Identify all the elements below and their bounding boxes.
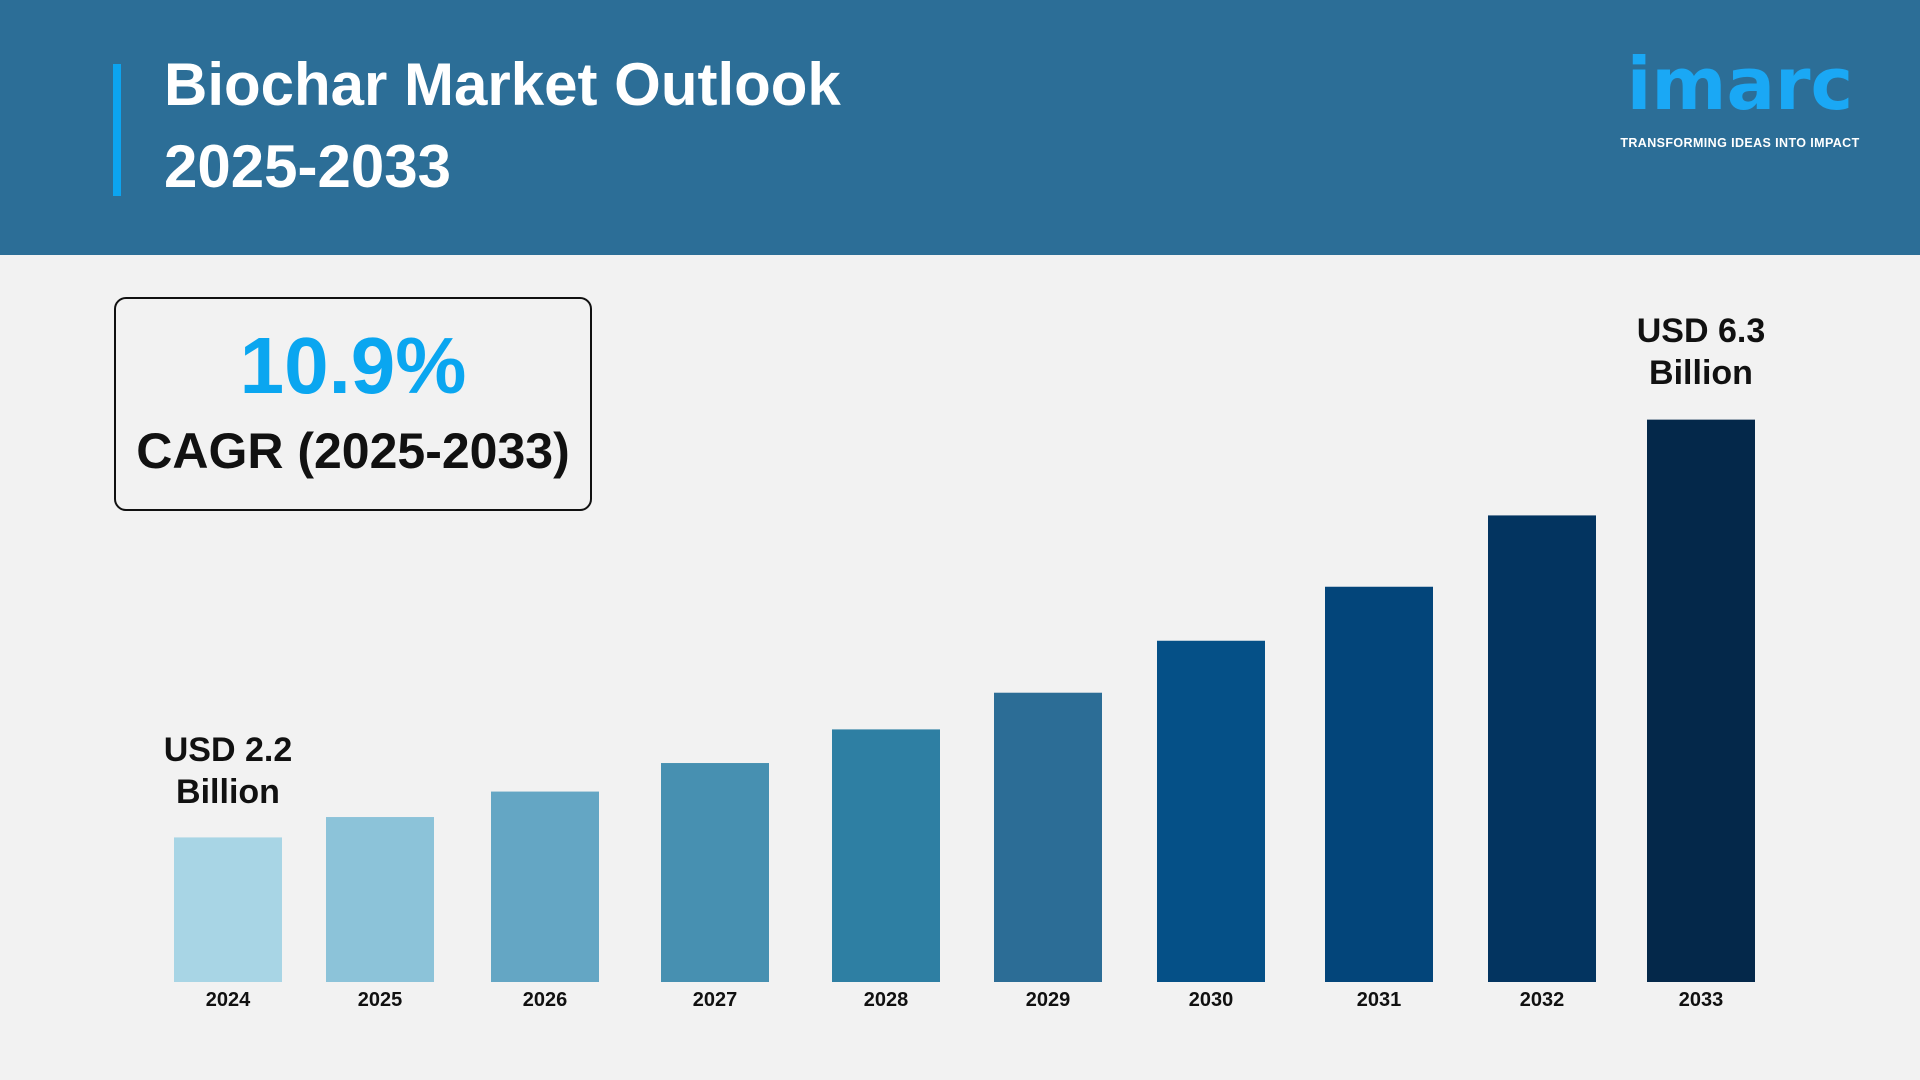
x-tick-label: 2031 — [1357, 989, 1402, 1011]
bar-2025 — [326, 817, 434, 982]
cagr-label: CAGR (2025-2033) — [136, 423, 570, 479]
x-tick-label: 2028 — [864, 989, 909, 1011]
x-tick-label: 2025 — [358, 989, 403, 1011]
bar-2027 — [661, 763, 769, 982]
logo-word: imarc — [1626, 42, 1854, 126]
start-value-line2: Billion — [176, 773, 280, 811]
x-tick-label: 2026 — [523, 989, 568, 1011]
bar-2032 — [1488, 515, 1596, 982]
bar-2033 — [1647, 419, 1755, 982]
title-accent-bar — [113, 64, 121, 196]
cagr-value: 10.9% — [239, 321, 467, 410]
start-value-line1: USD 2.2 — [163, 731, 293, 769]
imarc-logo: imarc TRANSFORMING IDEAS INTO IMPACT — [1600, 40, 1880, 152]
x-tick-label: 2027 — [693, 989, 738, 1011]
bar-2026 — [491, 791, 599, 982]
page-title-line2: 2025-2033 — [164, 133, 451, 200]
end-value-label: USD 6.3 Billion — [1581, 310, 1821, 394]
bar-2030 — [1157, 640, 1265, 982]
end-value-line1: USD 6.3 — [1636, 312, 1766, 350]
x-tick-label: 2030 — [1189, 989, 1234, 1011]
bar-2029 — [994, 692, 1102, 982]
x-tick-label: 2032 — [1520, 989, 1565, 1011]
bar-2031 — [1325, 586, 1433, 982]
bar-2028 — [832, 729, 940, 982]
x-tick-label: 2029 — [1026, 989, 1071, 1011]
end-value-line2: Billion — [1649, 354, 1753, 392]
header-banner: Biochar Market Outlook 2025-2033 imarc T… — [0, 0, 1920, 255]
x-tick-label: 2033 — [1679, 989, 1724, 1011]
page-title-line1: Biochar Market Outlook — [164, 51, 841, 118]
logo-tagline: TRANSFORMING IDEAS INTO IMPACT — [1620, 136, 1860, 150]
bar-2024 — [174, 837, 282, 982]
start-value-label: USD 2.2 Billion — [108, 729, 348, 813]
x-tick-label: 2024 — [206, 989, 251, 1011]
cagr-box: 10.9% CAGR (2025-2033) — [114, 297, 592, 511]
